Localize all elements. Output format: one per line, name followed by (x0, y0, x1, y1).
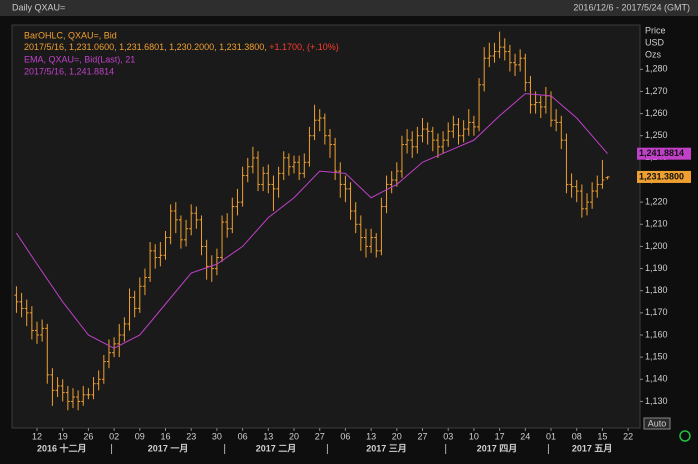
y-tick-label: 1,270 (645, 86, 668, 96)
x-tick-label: 19 (58, 431, 68, 441)
status-icon (679, 430, 691, 442)
x-tick-label: 20 (392, 431, 402, 441)
x-tick-label: 01 (546, 431, 556, 441)
month-label: 2017 二月 (256, 443, 297, 453)
x-tick-label: 30 (212, 431, 222, 441)
y-tick-label: 1,160 (645, 329, 668, 339)
auto-button[interactable] (643, 417, 671, 430)
legend-entry: EMA, QXAU=, Bid(Last), 21 (24, 54, 135, 64)
x-tick-label: 17 (495, 431, 505, 441)
x-tick-label: 06 (340, 431, 350, 441)
y-tick-label: 1,180 (645, 285, 668, 295)
chart-title: Daily QXAU= (12, 2, 65, 12)
y-axis-label: USD (645, 37, 665, 47)
x-tick-label: 27 (315, 431, 325, 441)
readout-change: +1.1700, (+.10%) (269, 42, 339, 52)
y-axis-label: Ozs (645, 49, 662, 59)
price-tag (637, 147, 691, 160)
legend-readout: 2017/5/16, 1,241.8814 (24, 66, 114, 76)
title-bar (0, 0, 698, 16)
x-tick-label: 12 (32, 431, 42, 441)
y-tick-label: 1,170 (645, 307, 668, 317)
x-tick-label: 06 (238, 431, 248, 441)
date-range: 2016/12/6 - 2017/5/24 (GMT) (573, 2, 690, 12)
x-tick-label: 03 (443, 431, 453, 441)
x-tick-label: 02 (109, 431, 119, 441)
month-label: 2017 五月 (572, 443, 613, 453)
plot-area (11, 24, 641, 429)
x-tick-label: 23 (186, 431, 196, 441)
x-tick-label: 26 (83, 431, 93, 441)
x-tick-label: 22 (623, 431, 633, 441)
x-tick-label: 13 (366, 431, 376, 441)
x-tick-label: 16 (160, 431, 170, 441)
y-tick-label: 1,250 (645, 130, 668, 140)
y-axis-label: Price (645, 25, 666, 35)
y-tick-label: 1,200 (645, 241, 668, 251)
readout-values: 2017/5/16, 1,231.0600, 1,231.6801, 1,230… (24, 42, 267, 52)
y-tick-label: 1,220 (645, 197, 668, 207)
ema-line (16, 93, 608, 349)
x-tick-label: 20 (289, 431, 299, 441)
x-tick-label: 09 (135, 431, 145, 441)
x-tick-label: 27 (418, 431, 428, 441)
month-label: 2016 十二月 (37, 442, 87, 453)
y-tick-label: 1,130 (645, 396, 668, 406)
x-tick-label: 08 (572, 431, 582, 441)
y-tick-label: 1,190 (645, 263, 668, 273)
x-tick-label: 13 (263, 431, 273, 441)
month-label: 2017 一月 (148, 443, 189, 453)
x-tick-label: 15 (597, 431, 607, 441)
y-tick-label: 1,140 (645, 374, 668, 384)
price-tag-label: 1,231.3800 (639, 171, 684, 181)
y-tick-label: 1,280 (645, 64, 668, 74)
price-tag-label: 1,241.8814 (639, 148, 684, 158)
month-label: 2017 三月 (366, 443, 407, 453)
legend-readout: 2017/5/16, 1,231.0600, 1,231.6801, 1,230… (24, 42, 339, 52)
month-label: 2017 四月 (477, 443, 518, 453)
legend-entry: BarOHLC, QXAU=, Bid (24, 30, 117, 40)
x-tick-label: 24 (520, 431, 530, 441)
y-tick-label: 1,150 (645, 352, 668, 362)
y-tick-label: 1,210 (645, 219, 668, 229)
x-tick-label: 10 (469, 431, 479, 441)
y-tick-label: 1,260 (645, 108, 668, 118)
price-tag (637, 170, 691, 183)
auto-button-label[interactable]: Auto (648, 418, 667, 428)
